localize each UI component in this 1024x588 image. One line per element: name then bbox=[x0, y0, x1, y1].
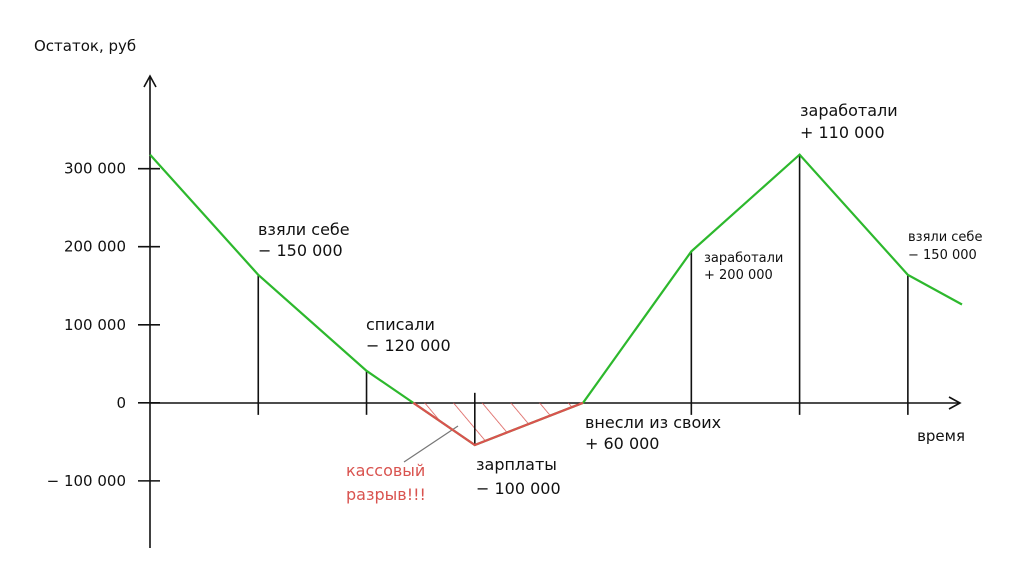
annotation: + 110 000 bbox=[800, 123, 885, 142]
annotation: зарплаты bbox=[476, 455, 557, 474]
cash-gap-line bbox=[412, 401, 584, 447]
y-tick-label: 200 000 bbox=[64, 238, 126, 256]
annotation: − 100 000 bbox=[476, 479, 561, 498]
annotation: внесли из своих bbox=[585, 413, 721, 432]
annotation: заработали bbox=[704, 251, 783, 266]
annotation: разрыв!!! bbox=[346, 485, 426, 504]
y-tick-label: − 100 000 bbox=[47, 472, 126, 490]
series-line bbox=[149, 153, 963, 447]
annotation: взяли себе bbox=[258, 220, 350, 239]
annotation: + 60 000 bbox=[585, 434, 659, 453]
annotation: заработали bbox=[800, 101, 898, 120]
y-tick-label: 300 000 bbox=[64, 160, 126, 178]
annotation: − 150 000 bbox=[258, 241, 343, 260]
annotation: взяли себе bbox=[908, 230, 982, 245]
cash-gap-area bbox=[413, 402, 584, 445]
x-axis-label: время bbox=[917, 427, 965, 445]
y-axis-label: Остаток, руб bbox=[34, 37, 136, 55]
annotation: списали bbox=[366, 315, 435, 334]
annotation: − 150 000 bbox=[908, 248, 977, 263]
annotation: − 120 000 bbox=[366, 336, 451, 355]
pointer bbox=[403, 425, 459, 463]
y-tick-label: 0 bbox=[116, 394, 126, 412]
annotation: кассовый bbox=[346, 461, 425, 480]
annotation: + 200 000 bbox=[704, 268, 773, 283]
y-tick-label: 100 000 bbox=[64, 316, 126, 334]
